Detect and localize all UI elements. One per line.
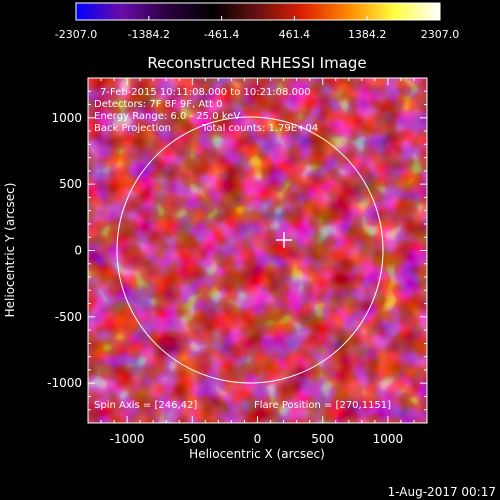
spin-axis-text: Spin Axis = [246,42] [94, 400, 197, 411]
flare-marker [276, 232, 292, 248]
colorbar-tick-label: 1384.2 [348, 28, 387, 41]
x-axis: -1000 -500 0 500 1000 [87, 78, 428, 446]
x-tick-label: 500 [311, 432, 334, 446]
x-axis-label: Heliocentric X (arcsec) [189, 447, 325, 461]
plot-title: Reconstructed RHESSI Image [147, 54, 366, 72]
image-area [88, 78, 427, 423]
colorbar: -2307.0 -1384.2 -461.4 461.4 1384.2 2307.0 [55, 2, 459, 41]
time-range-text: 7-Feb-2015 10:11:08.000 to 10:21:08.000 [100, 87, 311, 98]
y-tick-label: 1000 [51, 111, 82, 125]
colorbar-ticks: -2307.0 -1384.2 -461.4 461.4 1384.2 2307.0 [55, 16, 459, 41]
y-tick-label: 0 [74, 244, 82, 258]
y-axis-label: Heliocentric Y (arcsec) [3, 183, 17, 318]
colorbar-tick-label: -1384.2 [128, 28, 170, 41]
x-tick-label: -1000 [110, 432, 145, 446]
image-noise [88, 78, 427, 423]
annotation-block: 7-Feb-2015 10:11:08.000 to 10:21:08.000 … [94, 87, 391, 411]
colorbar-tick-label: 461.4 [279, 28, 311, 41]
y-tick-label: 500 [59, 177, 82, 191]
detectors-text: Detectors: 7F 8F 9F, Att 0 [94, 99, 222, 110]
energy-range-text: Energy Range: 6.0 - 25.0 keV [94, 111, 240, 122]
y-axis: 1000 500 0 -500 -1000 [47, 77, 427, 424]
flare-position-text: Flare Position = [270,1151] [254, 400, 391, 411]
total-counts-text: Total counts: 1.79E+04 [201, 123, 318, 134]
y-tick-label: -1000 [47, 376, 82, 390]
footer-date: 1-Aug-2017 00:17 [388, 485, 496, 499]
x-tick-label: -500 [179, 432, 206, 446]
colorbar-tick-label: 2307.0 [421, 28, 460, 41]
x-tick-label: 1000 [373, 432, 404, 446]
colorbar-tick-label: -2307.0 [55, 28, 97, 41]
x-tick-label: 0 [254, 432, 262, 446]
colorbar-tick-label: -461.4 [204, 28, 239, 41]
method-text: Back Projection [94, 123, 171, 134]
y-tick-label: -500 [55, 310, 82, 324]
solar-limb-circle [116, 116, 384, 384]
colorbar-bar [75, 2, 441, 21]
